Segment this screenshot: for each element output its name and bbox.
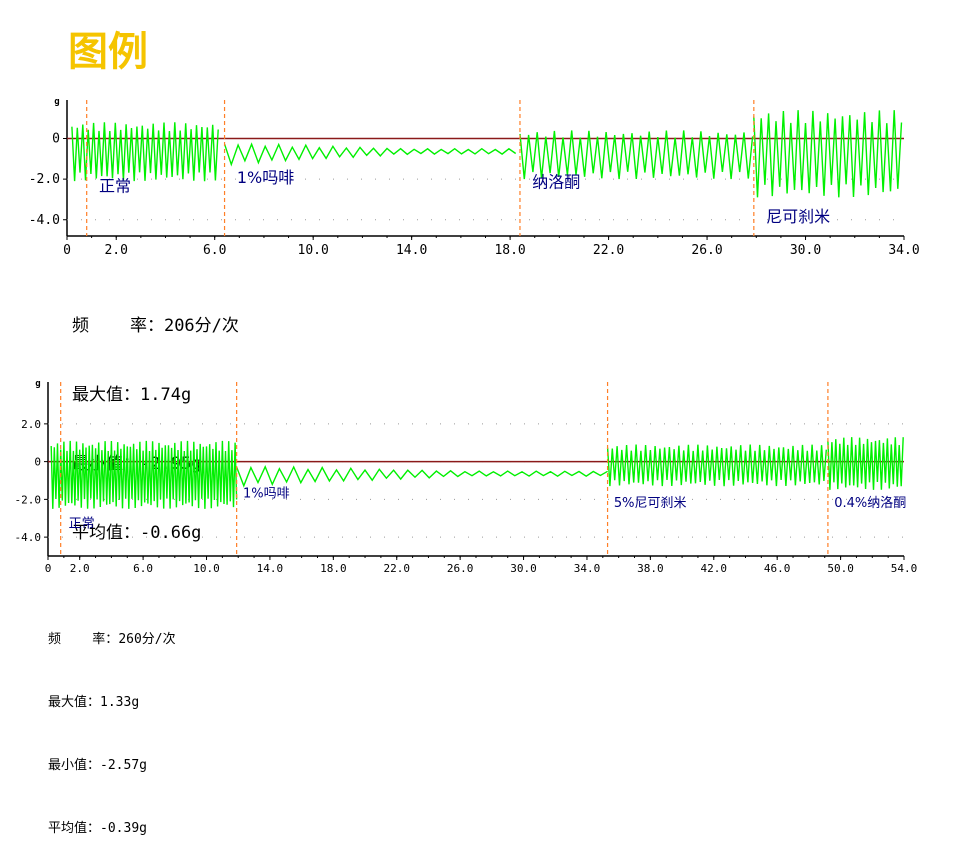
- mean-value-2: -0.39g: [100, 821, 147, 836]
- waveform-segment-1-0: [71, 122, 219, 182]
- x-tick-label-2-9: 34.0: [574, 562, 601, 575]
- min-label-2: 最小值：: [48, 758, 101, 773]
- frequency-value-1: 206分/次: [163, 316, 239, 336]
- frequency-line-2: 频 率：260分/次: [48, 629, 176, 650]
- waveform-segment-2-2: [606, 444, 827, 487]
- annotation-2-1: 1%吗啡: [243, 486, 290, 501]
- waveform-segment-2-1: [235, 465, 608, 488]
- min-line-2: 最小值：-2.57g: [48, 755, 176, 776]
- waveform-chart-1: g 0 2.0 6.0 10.0 14.0 18.0 22.0 26.0 30.0 34.0 0 -2.…: [29, 97, 920, 258]
- max-label-2: 最大值：: [48, 695, 101, 710]
- frequency-line-1: 频 率：206分/次: [72, 315, 239, 338]
- frequency-label-1: 频 率：: [72, 316, 164, 336]
- waveform-chart-2: g 0 2.0 6.0 10.0 14.0 18.0 22.0 26.0 30.0 34.0 38.0…: [15, 379, 918, 575]
- x-tick-label-2-8: 30.0: [510, 562, 537, 575]
- x-tick-label-1-9: 34.0: [888, 243, 919, 258]
- waveform-segment-1-3: [753, 110, 903, 198]
- y-tick-label-1-2: -4.0: [29, 213, 60, 228]
- mean-line-1: 平均值：-0.66g: [72, 522, 239, 545]
- x-tick-label-2-0: 0: [45, 562, 52, 575]
- max-value-2: 1.33g: [100, 695, 140, 710]
- mean-value-1: -0.66g: [140, 523, 202, 543]
- y-tick-label-2-0: 2.0: [21, 418, 41, 431]
- stats-panel-2: 频 率：260分/次 最大值：1.33g 最小值：-2.57g 平均值：-0.3…: [48, 587, 176, 860]
- y-tick-label-1-1: -2.0: [29, 172, 60, 187]
- annotation-2-2: 5%尼可刹米: [614, 496, 687, 511]
- x-tick-label-2-5: 18.0: [320, 562, 347, 575]
- slide-title: 图例: [68, 29, 148, 75]
- annotation-1-3: 尼可刹米: [766, 207, 830, 226]
- x-tick-label-1-6: 22.0: [593, 243, 624, 258]
- frequency-value-2: 260分/次: [118, 632, 176, 647]
- mean-line-2: 平均值：-0.39g: [48, 818, 176, 839]
- x-tick-label-1-2: 6.0: [203, 243, 226, 258]
- min-value-2: -2.57g: [100, 758, 147, 773]
- x-tick-label-1-1: 2.0: [104, 243, 127, 258]
- waveform-segment-1-2: [519, 130, 754, 180]
- y-tick-label-2-1: 0: [34, 456, 41, 469]
- y-tick-label-1-0: 0: [52, 132, 60, 147]
- x-tick-label-2-12: 46.0: [764, 562, 791, 575]
- y-unit-label-2: g: [35, 379, 40, 389]
- x-tick-label-1-4: 14.0: [396, 243, 427, 258]
- y-unit-label-1: g: [54, 97, 59, 107]
- x-tick-label-2-11: 42.0: [701, 562, 728, 575]
- x-tick-label-2-7: 26.0: [447, 562, 474, 575]
- x-tick-label-2-1: 2.0: [70, 562, 90, 575]
- x-tick-label-2-6: 22.0: [383, 562, 410, 575]
- x-tick-label-2-14: 54.0: [891, 562, 918, 575]
- x-tick-label-1-8: 30.0: [790, 243, 821, 258]
- annotation-1-0: 正常: [99, 176, 131, 195]
- waveform-segment-2-3: [827, 437, 904, 490]
- annotation-2-0: 正常: [69, 517, 95, 532]
- x-tick-label-1-0: 0: [63, 243, 71, 258]
- annotation-2-3: 0.4%纳洛酮: [834, 496, 906, 511]
- mean-label-1: 平均值：: [72, 523, 140, 543]
- max-line-2: 最大值：1.33g: [48, 692, 176, 713]
- waveform-segment-1-1: [223, 142, 517, 167]
- x-tick-label-2-13: 50.0: [827, 562, 854, 575]
- x-tick-label-2-3: 10.0: [193, 562, 220, 575]
- max-label-1: 最大值：: [72, 385, 140, 405]
- mean-label-2: 平均值：: [48, 821, 101, 836]
- frequency-label-2: 频 率：: [48, 632, 119, 647]
- max-value-1: 1.74g: [140, 385, 192, 405]
- x-tick-label-1-3: 10.0: [298, 243, 329, 258]
- x-tick-label-1-7: 26.0: [691, 243, 722, 258]
- waveform-segment-2-0: [50, 440, 238, 509]
- annotation-1-2: 纳洛酮: [532, 172, 580, 191]
- x-tick-label-2-2: 6.0: [133, 562, 153, 575]
- x-tick-label-1-5: 18.0: [494, 243, 525, 258]
- y-tick-label-2-3: -4.0: [15, 531, 42, 544]
- annotation-1-1: 1%吗啡: [237, 168, 294, 187]
- max-line-1: 最大值：1.74g: [72, 384, 239, 407]
- x-tick-label-2-10: 38.0: [637, 562, 664, 575]
- x-tick-label-2-4: 14.0: [257, 562, 284, 575]
- y-tick-label-2-2: -2.0: [15, 493, 42, 506]
